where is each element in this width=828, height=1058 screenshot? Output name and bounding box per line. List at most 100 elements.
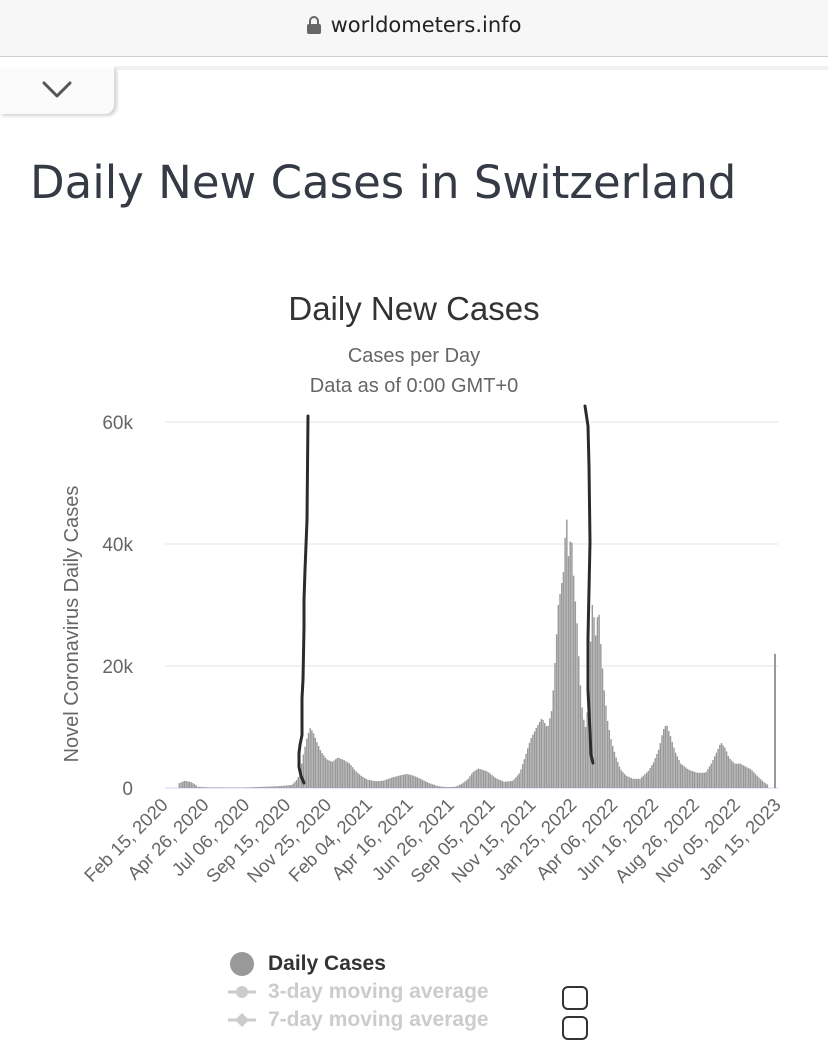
bar (686, 768, 689, 788)
bar (221, 787, 223, 788)
bar (231, 787, 233, 788)
bar (511, 780, 514, 788)
bar (608, 730, 611, 788)
bar (703, 772, 706, 788)
legend-item-7-day-average[interactable]: 7-day moving average (228, 1006, 489, 1034)
bar (198, 786, 201, 788)
bar (470, 773, 473, 788)
url-text: worldometers.info (330, 13, 522, 37)
bar (256, 786, 259, 788)
bar (491, 775, 493, 788)
bar (705, 771, 707, 788)
bar (586, 712, 588, 788)
bar (737, 763, 740, 788)
bar (489, 773, 492, 788)
bar (530, 738, 532, 788)
bar (549, 718, 551, 788)
bar (360, 775, 362, 788)
bar (290, 785, 293, 788)
bar (419, 778, 422, 788)
legend-marker-line-diamond (228, 1006, 256, 1034)
checkbox-7-day[interactable] (562, 1016, 588, 1040)
bar (576, 623, 578, 788)
bar (268, 786, 271, 788)
bar (562, 572, 565, 788)
bar (763, 782, 765, 788)
bar (382, 780, 384, 788)
bar (227, 787, 230, 788)
bar (635, 778, 638, 788)
bar (681, 764, 684, 788)
grid-lines (165, 421, 778, 789)
bar (484, 770, 486, 788)
bar (654, 758, 656, 788)
bar (442, 786, 444, 788)
bar (333, 760, 335, 788)
bar (639, 778, 641, 788)
bar (625, 775, 628, 788)
bar (248, 787, 250, 788)
legend-label-daily-cases: Daily Cases (268, 952, 386, 975)
bar (368, 780, 371, 788)
bar (414, 776, 417, 788)
bar (612, 746, 614, 788)
bar (299, 771, 301, 788)
bar (316, 742, 318, 788)
bar (732, 762, 735, 788)
legend-item-3-day-average[interactable]: 3-day moving average (228, 978, 489, 1006)
bar (224, 787, 226, 788)
bar (239, 787, 242, 788)
expand-menu-button[interactable] (0, 68, 115, 114)
bar (525, 753, 527, 788)
bar (363, 778, 366, 788)
bar (613, 751, 616, 788)
bar (255, 787, 257, 788)
bar (747, 768, 750, 788)
bar (668, 730, 670, 788)
bar (389, 778, 391, 788)
bar (725, 751, 728, 788)
bar (192, 783, 194, 788)
bar (698, 772, 701, 788)
bar (651, 765, 653, 788)
bar (652, 762, 655, 788)
bar (193, 784, 196, 788)
bar (350, 765, 352, 788)
bar (399, 775, 401, 788)
bar (591, 605, 594, 788)
legend-item-daily-cases[interactable]: Daily Cases (228, 950, 489, 978)
bar (722, 745, 724, 788)
y-tick-label: 0 (122, 779, 133, 800)
bar (724, 747, 726, 788)
chevron-down-icon (42, 81, 72, 98)
bar (409, 774, 412, 788)
bar (598, 614, 600, 788)
bar (496, 778, 498, 788)
bar (761, 780, 764, 788)
bar (297, 777, 300, 788)
bar (617, 762, 619, 788)
bar (518, 773, 520, 788)
bar (730, 760, 733, 788)
bar (499, 780, 502, 788)
bar (644, 774, 646, 788)
bar (450, 786, 452, 788)
bar (683, 766, 685, 788)
chart-subtitle-line-2: Data as of 0:00 GMT+0 (310, 375, 518, 397)
browser-address-bar[interactable]: worldometers.info (0, 0, 828, 57)
checkbox-3-day[interactable] (562, 986, 588, 1010)
bar (739, 763, 741, 788)
bar (238, 787, 240, 788)
bar (688, 769, 690, 788)
bar (758, 777, 760, 788)
bar (232, 787, 235, 788)
bar (679, 763, 682, 788)
bar (669, 736, 672, 788)
bar (685, 767, 687, 788)
bar (459, 784, 461, 788)
bar (593, 617, 595, 788)
bar (487, 772, 490, 788)
bar (307, 732, 310, 788)
bar (561, 583, 563, 788)
